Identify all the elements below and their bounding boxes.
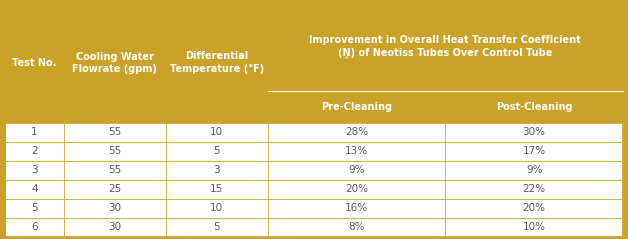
Bar: [5, 142, 63, 161]
Text: 1: 1: [31, 127, 38, 137]
Text: Improvement in Overall Heat Transfer Coefficient
(Ṋ) of Neotiss Tubes Over Contr: Improvement in Overall Heat Transfer Coe…: [310, 35, 581, 58]
Text: 9%: 9%: [349, 165, 365, 175]
Bar: [63, 142, 166, 161]
Text: Differential
Temperature (°F): Differential Temperature (°F): [170, 51, 264, 74]
Bar: [268, 123, 445, 142]
Text: 5: 5: [31, 203, 38, 213]
Bar: [5, 2, 63, 123]
Bar: [5, 123, 63, 142]
Text: 30%: 30%: [522, 127, 546, 137]
Text: 22%: 22%: [522, 184, 546, 194]
Text: 15: 15: [210, 184, 224, 194]
Bar: [5, 199, 63, 218]
Text: 2: 2: [31, 147, 38, 156]
Bar: [445, 199, 623, 218]
Bar: [166, 142, 268, 161]
Bar: [268, 180, 445, 199]
Bar: [63, 218, 166, 237]
Text: 9%: 9%: [526, 165, 543, 175]
Bar: [63, 161, 166, 180]
Bar: [166, 180, 268, 199]
Text: 3: 3: [31, 165, 38, 175]
Text: 8%: 8%: [349, 222, 365, 232]
Bar: [445, 91, 623, 123]
Text: 10%: 10%: [522, 222, 546, 232]
Text: 5: 5: [214, 222, 220, 232]
Bar: [166, 123, 268, 142]
Bar: [63, 2, 166, 123]
Bar: [166, 218, 268, 237]
Text: 20%: 20%: [345, 184, 368, 194]
Text: 30: 30: [108, 222, 121, 232]
Bar: [268, 142, 445, 161]
Text: 10: 10: [210, 127, 223, 137]
Text: 25: 25: [108, 184, 121, 194]
Text: 4: 4: [31, 184, 38, 194]
Bar: [445, 142, 623, 161]
Bar: [445, 161, 623, 180]
Bar: [268, 161, 445, 180]
Text: Cooling Water
Flowrate (gpm): Cooling Water Flowrate (gpm): [72, 51, 157, 74]
Bar: [63, 123, 166, 142]
Bar: [5, 218, 63, 237]
Bar: [445, 218, 623, 237]
Text: 55: 55: [108, 147, 121, 156]
Text: 5: 5: [214, 147, 220, 156]
Bar: [166, 161, 268, 180]
Bar: [445, 123, 623, 142]
Bar: [268, 199, 445, 218]
Text: 28%: 28%: [345, 127, 368, 137]
Bar: [445, 180, 623, 199]
Bar: [268, 218, 445, 237]
Text: 10: 10: [210, 203, 223, 213]
Bar: [63, 180, 166, 199]
Text: 20%: 20%: [522, 203, 546, 213]
Bar: [5, 161, 63, 180]
Bar: [5, 180, 63, 199]
Text: 16%: 16%: [345, 203, 368, 213]
Text: Test No.: Test No.: [12, 58, 57, 68]
Text: 3: 3: [214, 165, 220, 175]
Text: 6: 6: [31, 222, 38, 232]
Bar: [63, 199, 166, 218]
Bar: [268, 91, 445, 123]
Text: Post-Cleaning: Post-Cleaning: [496, 102, 572, 112]
Text: 55: 55: [108, 165, 121, 175]
Bar: [166, 2, 268, 123]
Text: 17%: 17%: [522, 147, 546, 156]
Text: 55: 55: [108, 127, 121, 137]
Bar: [268, 2, 623, 91]
Bar: [166, 199, 268, 218]
Text: 30: 30: [108, 203, 121, 213]
Text: Pre-Cleaning: Pre-Cleaning: [321, 102, 392, 112]
Text: 13%: 13%: [345, 147, 368, 156]
